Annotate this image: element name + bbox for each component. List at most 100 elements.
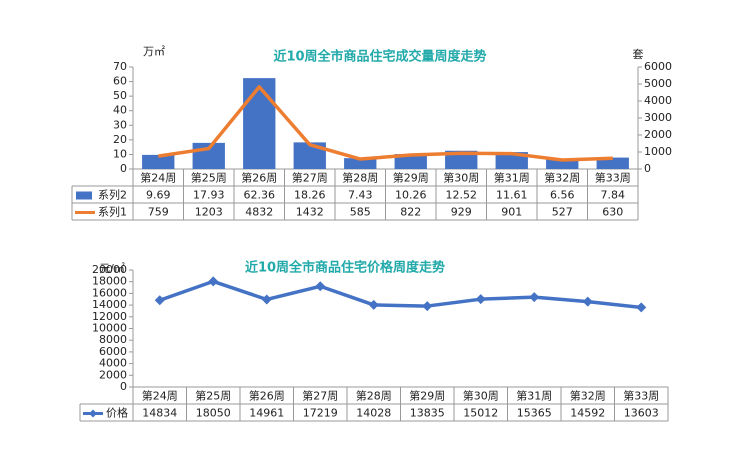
line bbox=[159, 279, 642, 310]
marker bbox=[422, 301, 433, 312]
chart-title: 近10周全市商品住宅价格周度走势 bbox=[245, 260, 445, 276]
y-tick-label: 12000 bbox=[92, 310, 127, 323]
y2-tick-label: 1000 bbox=[644, 145, 672, 158]
bar bbox=[243, 78, 276, 169]
table-value: 14834 bbox=[142, 407, 177, 420]
y-tick-label: 20000 bbox=[92, 263, 127, 276]
legend-label: 系列1 bbox=[98, 205, 127, 219]
marker bbox=[368, 299, 379, 310]
legend-label: 价格 bbox=[106, 406, 128, 420]
x-tick-label: 第29周 bbox=[409, 389, 445, 403]
x-tick-label: 第30周 bbox=[463, 389, 499, 403]
x-tick-label: 第27周 bbox=[302, 389, 338, 403]
table-value: 630 bbox=[602, 206, 623, 219]
table-value: 18.26 bbox=[294, 189, 326, 202]
y2-tick-label: 0 bbox=[644, 162, 651, 175]
legend-key bbox=[89, 409, 97, 418]
chart-title: 近10周全市商品住宅成交量周度走势 bbox=[273, 49, 486, 65]
marker bbox=[208, 276, 219, 287]
bar bbox=[596, 157, 629, 169]
table-value: 9.69 bbox=[146, 189, 171, 202]
x-tick-label: 第29周 bbox=[393, 171, 429, 185]
x-tick-label: 第25周 bbox=[191, 171, 227, 185]
x-tick-label: 第25周 bbox=[195, 389, 231, 403]
y-tick-label: 6000 bbox=[99, 345, 127, 358]
marker bbox=[154, 295, 165, 306]
x-tick-label: 第24周 bbox=[142, 389, 178, 403]
table-value: 17219 bbox=[303, 407, 338, 420]
table-value: 4832 bbox=[245, 206, 273, 219]
y-tick-label: 4000 bbox=[99, 357, 127, 370]
x-tick-label: 第31周 bbox=[516, 389, 552, 403]
marker bbox=[475, 294, 486, 305]
x-tick-label: 第28周 bbox=[356, 389, 392, 403]
y2-tick-label: 4000 bbox=[644, 94, 672, 107]
table-value: 1203 bbox=[195, 206, 223, 219]
table-value: 1432 bbox=[296, 206, 324, 219]
y2-tick-label: 5000 bbox=[644, 77, 672, 90]
x-tick-label: 第28周 bbox=[342, 171, 378, 185]
table-value: 62.36 bbox=[244, 189, 276, 202]
y-axis-label: 万㎡ bbox=[143, 45, 165, 58]
x-tick-label: 第33周 bbox=[595, 171, 631, 185]
table-value: 585 bbox=[350, 206, 371, 219]
y-tick-label: 40 bbox=[113, 104, 127, 117]
y-axis-label: 元/㎡ bbox=[99, 262, 125, 275]
marker bbox=[582, 296, 593, 307]
y-tick-label: 8000 bbox=[99, 333, 127, 346]
table-value: 929 bbox=[451, 206, 472, 219]
x-tick-label: 第32周 bbox=[544, 171, 580, 185]
table-value: 17.93 bbox=[193, 189, 225, 202]
y-tick-label: 2000 bbox=[99, 368, 127, 381]
table-value: 11.61 bbox=[496, 189, 528, 202]
y2-axis-label: 套 bbox=[633, 48, 644, 61]
table-value: 12.52 bbox=[446, 189, 478, 202]
y2-tick-label: 6000 bbox=[644, 60, 672, 73]
bar bbox=[142, 154, 175, 169]
x-tick-label: 第24周 bbox=[140, 171, 176, 185]
y2-tick-label: 2000 bbox=[644, 128, 672, 141]
marker bbox=[636, 302, 647, 313]
x-tick-label: 第33周 bbox=[623, 389, 659, 403]
y2-tick-label: 3000 bbox=[644, 111, 672, 124]
marker bbox=[315, 281, 326, 292]
y-tick-label: 10 bbox=[113, 147, 127, 160]
x-tick-label: 第32周 bbox=[570, 389, 606, 403]
x-tick-label: 第26周 bbox=[249, 389, 285, 403]
y-tick-label: 10000 bbox=[92, 322, 127, 335]
table-value: 10.26 bbox=[395, 189, 427, 202]
y-tick-label: 16000 bbox=[92, 286, 127, 299]
table-value: 18050 bbox=[196, 407, 231, 420]
x-tick-label: 第27周 bbox=[292, 171, 328, 185]
marker bbox=[261, 294, 272, 305]
legend-key bbox=[76, 191, 92, 200]
table-value: 527 bbox=[552, 206, 573, 219]
y-tick-label: 0 bbox=[120, 162, 127, 175]
table-value: 7.84 bbox=[601, 189, 626, 202]
y-tick-label: 14000 bbox=[92, 298, 127, 311]
table-value: 7.43 bbox=[348, 189, 373, 202]
bar bbox=[445, 150, 478, 169]
bar bbox=[394, 154, 427, 169]
table-value: 15365 bbox=[517, 407, 552, 420]
table-value: 14961 bbox=[249, 407, 284, 420]
table-value: 15012 bbox=[463, 407, 498, 420]
x-tick-label: 第26周 bbox=[241, 171, 277, 185]
y-tick-label: 60 bbox=[113, 75, 127, 88]
bar bbox=[344, 158, 377, 169]
y-tick-label: 0 bbox=[120, 380, 127, 393]
y-tick-label: 20 bbox=[113, 133, 127, 146]
y-tick-label: 70 bbox=[113, 60, 127, 73]
table-value: 14028 bbox=[356, 407, 391, 420]
legend-label: 系列2 bbox=[98, 188, 127, 202]
table-value: 14592 bbox=[570, 407, 605, 420]
table-value: 901 bbox=[501, 206, 522, 219]
table-value: 759 bbox=[148, 206, 169, 219]
marker bbox=[529, 292, 540, 303]
x-tick-label: 第31周 bbox=[494, 171, 530, 185]
y-tick-label: 30 bbox=[113, 118, 127, 131]
table-value: 6.56 bbox=[550, 189, 575, 202]
y-tick-label: 18000 bbox=[92, 275, 127, 288]
x-tick-label: 第30周 bbox=[443, 171, 479, 185]
